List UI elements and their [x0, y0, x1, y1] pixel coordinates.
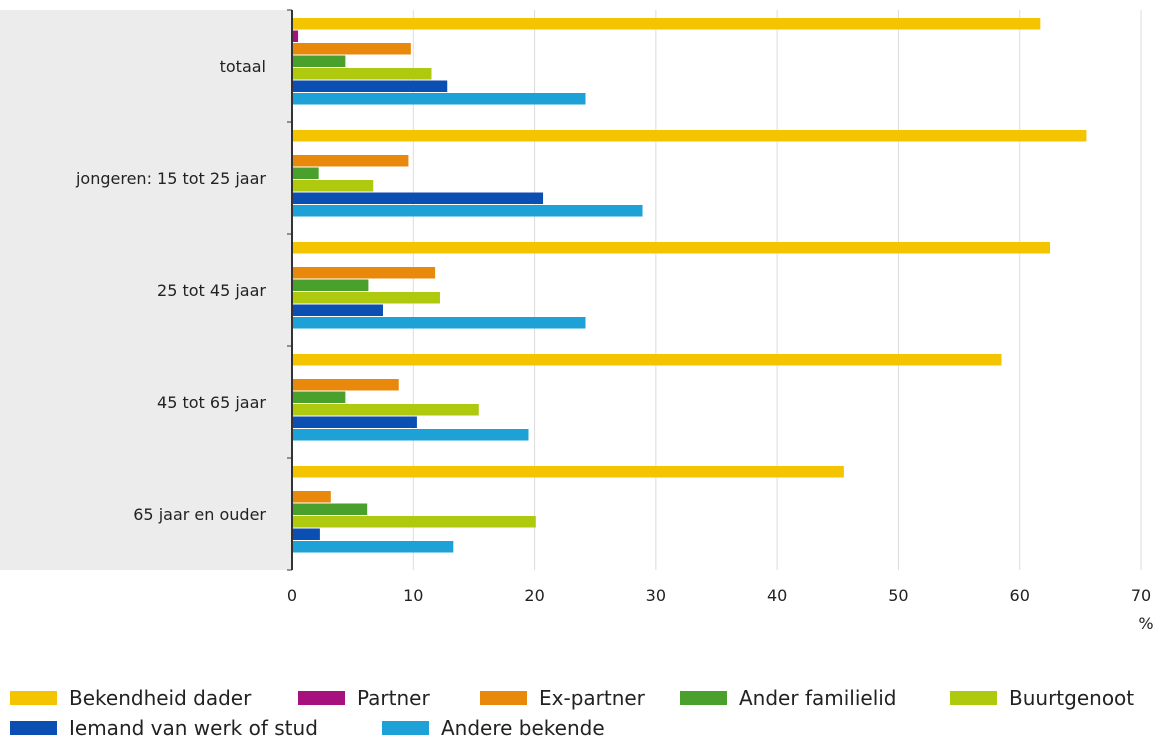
x-tick-label: 50 — [888, 586, 908, 605]
legend-item-bekendheid-dader: Bekendheid dader — [10, 684, 251, 712]
bar — [292, 304, 383, 316]
bar — [292, 80, 448, 92]
bar — [292, 55, 346, 67]
bar — [292, 528, 320, 540]
bar — [292, 379, 399, 391]
bar — [292, 130, 1087, 142]
x-tick-label: 10 — [403, 586, 423, 605]
legend-item-ander-familielid: Ander familielid — [680, 684, 897, 712]
bar — [292, 541, 454, 553]
bar — [292, 279, 369, 291]
legend-swatch — [10, 721, 57, 735]
category-label: 45 tot 65 jaar — [157, 393, 266, 412]
legend-label: Bekendheid dader — [69, 686, 252, 710]
category-labels: totaal jongeren: 15 tot 25 jaar 25 tot 45 … — [75, 57, 266, 524]
legend-swatch — [680, 691, 727, 705]
x-tick-label: 30 — [646, 586, 666, 605]
legend-label: Iemand van werk of stud — [69, 716, 318, 740]
chart-area: totaal jongeren: 15 tot 25 jaar 25 tot 45 … — [0, 9, 1154, 633]
bar — [292, 503, 368, 515]
bar — [292, 416, 417, 428]
legend-label: Ex-partner — [539, 686, 645, 710]
legend-swatch — [950, 691, 997, 705]
category-label: totaal — [220, 57, 266, 76]
bar — [292, 155, 409, 167]
legend-label: Partner — [357, 686, 430, 710]
bar — [292, 30, 299, 42]
category-panel — [0, 10, 291, 570]
bar — [292, 93, 586, 105]
legend-swatch — [298, 691, 345, 705]
bar — [292, 167, 319, 179]
category-label: 65 jaar en ouder — [133, 505, 266, 524]
legend-swatch — [10, 691, 57, 705]
bar — [292, 192, 544, 204]
bar — [292, 180, 374, 192]
legend-label: Buurtgenoot — [1009, 686, 1135, 710]
legend-item-buurtgenoot: Buurtgenoot — [950, 684, 1134, 712]
bars — [292, 18, 1087, 553]
bar — [292, 317, 586, 329]
legend-swatch — [480, 691, 527, 705]
bar — [292, 391, 346, 403]
category-label: 25 tot 45 jaar — [157, 281, 266, 300]
x-tick-label: 70 — [1131, 586, 1151, 605]
x-tick-label: 0 — [287, 586, 297, 605]
legend-item-andere-bekende: Andere bekende — [382, 714, 605, 742]
legend-item-ex-partner: Ex-partner — [480, 684, 645, 712]
legend-item-partner: Partner — [298, 684, 430, 712]
bar — [292, 18, 1041, 30]
bar — [292, 43, 411, 55]
bar — [292, 466, 844, 478]
category-ticks — [287, 9, 292, 571]
bar — [292, 491, 331, 503]
x-unit-label: % — [1138, 614, 1153, 633]
legend-label: Andere bekende — [441, 716, 605, 740]
bar — [292, 516, 536, 528]
x-tick-labels: 0 10 20 30 40 50 60 70 — [287, 586, 1151, 605]
bar — [292, 68, 432, 80]
category-label: jongeren: 15 tot 25 jaar — [75, 169, 266, 188]
x-tick-label: 20 — [524, 586, 544, 605]
bar — [292, 205, 643, 217]
bar — [292, 242, 1051, 254]
bar — [292, 404, 479, 416]
bar — [292, 429, 529, 441]
legend-label: Ander familielid — [739, 686, 897, 710]
legend-item-iemand-van-werk: Iemand van werk of stud — [10, 714, 318, 742]
bar — [292, 267, 436, 279]
x-tick-label: 40 — [767, 586, 787, 605]
bar — [292, 354, 1002, 366]
x-tick-label: 60 — [1010, 586, 1030, 605]
legend-swatch — [382, 721, 429, 735]
bar — [292, 292, 440, 304]
